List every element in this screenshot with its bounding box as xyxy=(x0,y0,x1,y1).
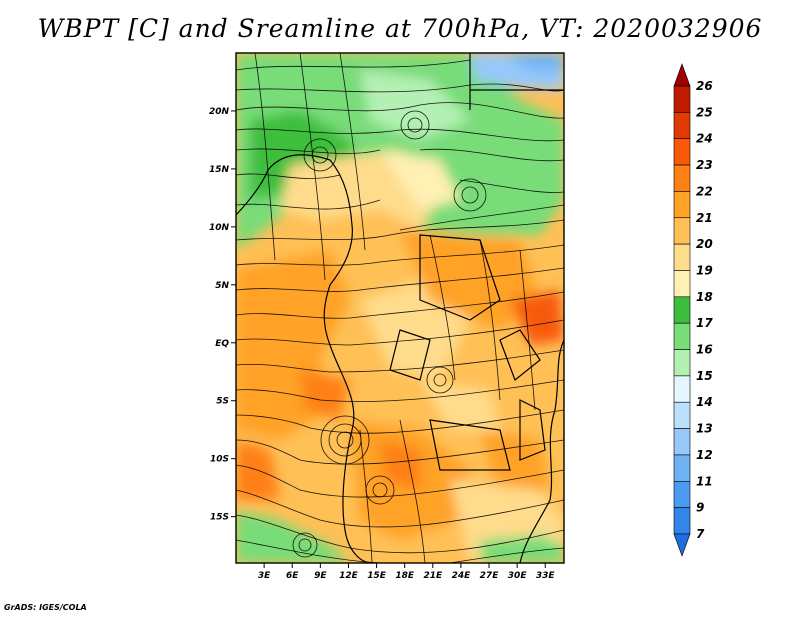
lon-label: 27E xyxy=(480,571,500,581)
colorbar-label: 22 xyxy=(696,184,713,198)
colorbar-swatch xyxy=(673,164,691,192)
colorbar-label: 7 xyxy=(696,527,705,541)
colorbar-label: 9 xyxy=(696,501,704,515)
grads-credit: GrADS: IGES/COLA xyxy=(4,603,87,612)
colorbar-label: 11 xyxy=(696,474,713,488)
streamlines xyxy=(236,53,564,563)
lon-label: 12E xyxy=(339,571,359,581)
colorbar-swatch xyxy=(673,191,691,219)
colorbar-label: 17 xyxy=(696,316,713,330)
latitude-axis: 20N 15N 10N 5N EQ 5S 10S 15S xyxy=(209,107,236,523)
lat-label: 5N xyxy=(215,281,229,291)
colorbar-swatch xyxy=(673,322,691,350)
colorbar: 26 25 24 23 22 21 20 19 18 17 16 15 14 13 12 11 9 7 xyxy=(673,63,713,557)
colorbar-max-triangle xyxy=(673,63,691,87)
lat-label: 20N xyxy=(209,107,230,117)
colorbar-swatch xyxy=(673,507,691,535)
lon-label: 30E xyxy=(508,571,528,581)
lon-label: 33E xyxy=(536,571,556,581)
colorbar-label: 13 xyxy=(696,422,713,436)
colorbar-swatch xyxy=(673,85,691,113)
lat-label: 15N xyxy=(209,165,230,175)
wbpt-field xyxy=(236,53,564,563)
longitude-axis: 3E 6E 9E 12E 15E 18E 21E 24E 27E 30E 33E xyxy=(258,563,556,581)
colorbar-swatch xyxy=(673,112,691,140)
colorbar-swatch xyxy=(673,375,691,403)
colorbar-swatch xyxy=(673,349,691,377)
colorbar-label: 18 xyxy=(696,290,713,304)
lat-label: 10S xyxy=(210,455,229,465)
colorbar-label: 16 xyxy=(696,343,713,357)
colorbar-swatch xyxy=(673,138,691,166)
lat-label: 15S xyxy=(210,513,229,523)
lat-label: 10N xyxy=(209,223,230,233)
lat-label: 5S xyxy=(216,397,229,407)
colorbar-swatch xyxy=(673,401,691,429)
colorbar-label: 15 xyxy=(696,369,713,383)
colorbar-label: 19 xyxy=(696,263,713,277)
lon-label: 9E xyxy=(314,571,327,581)
colorbar-label: 24 xyxy=(696,132,713,146)
colorbar-swatch xyxy=(673,454,691,482)
colorbar-swatch xyxy=(673,480,691,508)
colorbar-label: 12 xyxy=(696,448,713,462)
colorbar-swatch xyxy=(673,217,691,245)
lon-label: 3E xyxy=(258,571,271,581)
map-frame xyxy=(235,52,565,564)
colorbar-label: 26 xyxy=(696,79,713,93)
lon-label: 6E xyxy=(286,571,299,581)
colorbar-label: 25 xyxy=(696,105,713,119)
colorbar-label: 14 xyxy=(696,395,713,409)
lon-label: 24E xyxy=(452,571,472,581)
lat-label: EQ xyxy=(215,339,229,349)
lon-label: 18E xyxy=(395,571,415,581)
lon-label: 21E xyxy=(423,571,443,581)
lon-label: 15E xyxy=(367,571,387,581)
colorbar-min-triangle xyxy=(673,533,691,557)
colorbar-label: 23 xyxy=(696,158,713,172)
colorbar-label: 20 xyxy=(696,237,713,251)
colorbar-label: 21 xyxy=(696,211,713,225)
colorbar-swatch xyxy=(673,270,691,298)
colorbar-swatch xyxy=(673,296,691,324)
colorbar-swatch xyxy=(673,428,691,456)
field-shading xyxy=(236,53,564,563)
chart-title: WBPT [C] and Sreamline at 700hPa, VT: 20… xyxy=(37,14,763,43)
coastlines xyxy=(236,53,564,563)
colorbar-swatch xyxy=(673,243,691,271)
